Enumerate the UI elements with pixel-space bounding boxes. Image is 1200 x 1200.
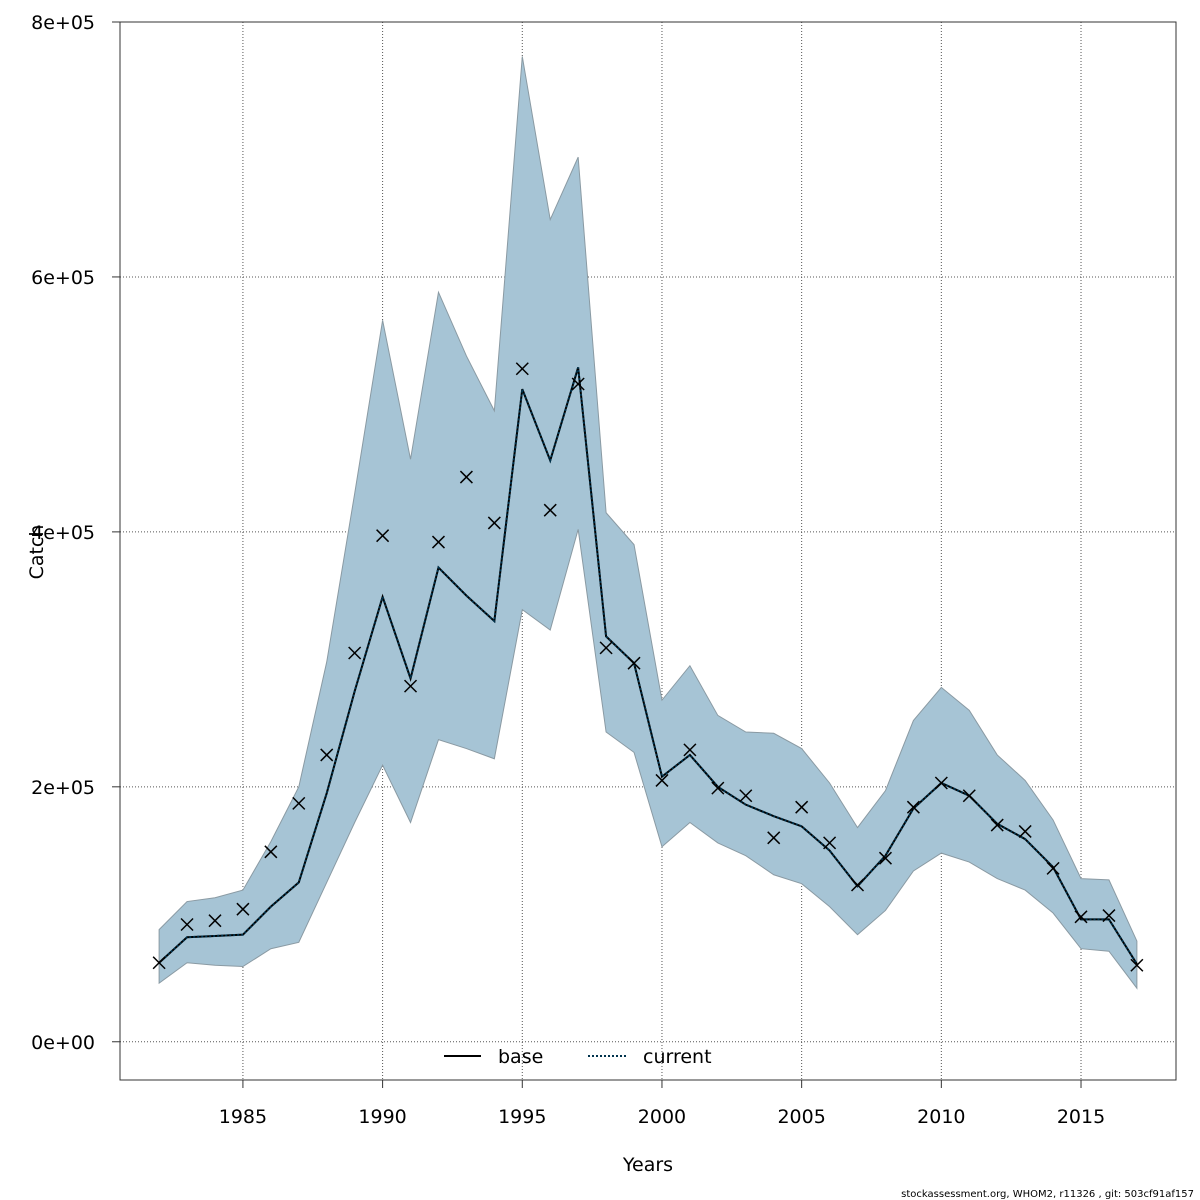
observed-points: [152, 362, 1144, 972]
x-tick-label-1995: 1995: [498, 1106, 546, 1128]
observed-point-2009: [906, 800, 920, 814]
observed-point-1982: [152, 956, 166, 970]
observed-point-2012: [990, 818, 1004, 832]
footer-credit: stockassessment.org, WHOM2, r11326 , git…: [901, 1189, 1194, 1200]
observed-point-1985: [236, 902, 250, 916]
observed-point-2001: [683, 743, 697, 757]
x-tick-label-2000: 2000: [638, 1106, 686, 1128]
y-axis-title: Catch: [26, 525, 48, 580]
observed-point-2016: [1102, 909, 1116, 923]
observed-point-2014: [1046, 861, 1060, 875]
x-tick-label-2015: 2015: [1057, 1106, 1105, 1128]
observed-point-1998: [599, 641, 613, 655]
observed-point-1992: [431, 535, 446, 549]
observed-point-2017: [1130, 958, 1144, 972]
legend-current-label: current: [643, 1046, 712, 1068]
observed-point-2007: [850, 878, 865, 892]
x-tick-label-2005: 2005: [777, 1106, 825, 1128]
legend-base-label: base: [498, 1046, 543, 1068]
observed-point-2008: [878, 851, 892, 865]
observed-point-2010: [934, 776, 948, 790]
y-tick-label-3: 6e+05: [31, 267, 95, 289]
plot-frame: [119, 21, 1177, 1081]
axes: 1985 1990 1995 2000 2005 2010 2015 0e+00 2e+05 4e…: [31, 12, 1177, 1128]
observed-point-1989: [348, 646, 362, 660]
observed-point-1993: [459, 470, 473, 484]
y-tick-label-4: 8e+05: [31, 12, 95, 34]
observed-point-2002: [711, 781, 725, 795]
x-tick-label-1990: 1990: [358, 1106, 406, 1128]
observed-point-1994: [487, 516, 501, 530]
observed-point-2000: [655, 773, 669, 787]
observed-point-2004: [767, 831, 781, 845]
observed-point-1996: [543, 503, 557, 517]
observed-point-1995: [515, 362, 529, 376]
observed-point-2003: [739, 789, 753, 803]
confidence-band: [158, 56, 1138, 990]
observed-point-2011: [962, 789, 976, 803]
observed-point-1988: [320, 748, 334, 762]
observed-point-1991: [404, 679, 418, 693]
observed-point-1990: [376, 529, 390, 543]
x-tick-label-2010: 2010: [917, 1106, 965, 1128]
y-tick-label-2: 4e+05: [31, 522, 95, 544]
observed-point-2015: [1074, 910, 1088, 924]
legend: base current: [444, 1046, 712, 1068]
y-tick-label-0: 0e+00: [31, 1032, 95, 1054]
observed-point-1987: [292, 796, 306, 810]
y-tick-label-1: 2e+05: [31, 777, 95, 799]
x-tick-label-1985: 1985: [219, 1106, 267, 1128]
observed-point-1986: [264, 845, 278, 859]
confidence-band-layer: [158, 56, 1138, 990]
observed-point-2006: [823, 836, 837, 850]
observed-point-1983: [180, 917, 194, 932]
observed-point-2005: [795, 800, 809, 814]
observed-point-1999: [627, 656, 641, 670]
observed-point-1997: [571, 377, 585, 391]
series-line-current: [158, 367, 1138, 965]
x-axis-title: Years: [622, 1154, 673, 1176]
observed-point-2013: [1018, 824, 1032, 838]
observed-point-1984: [208, 914, 222, 928]
